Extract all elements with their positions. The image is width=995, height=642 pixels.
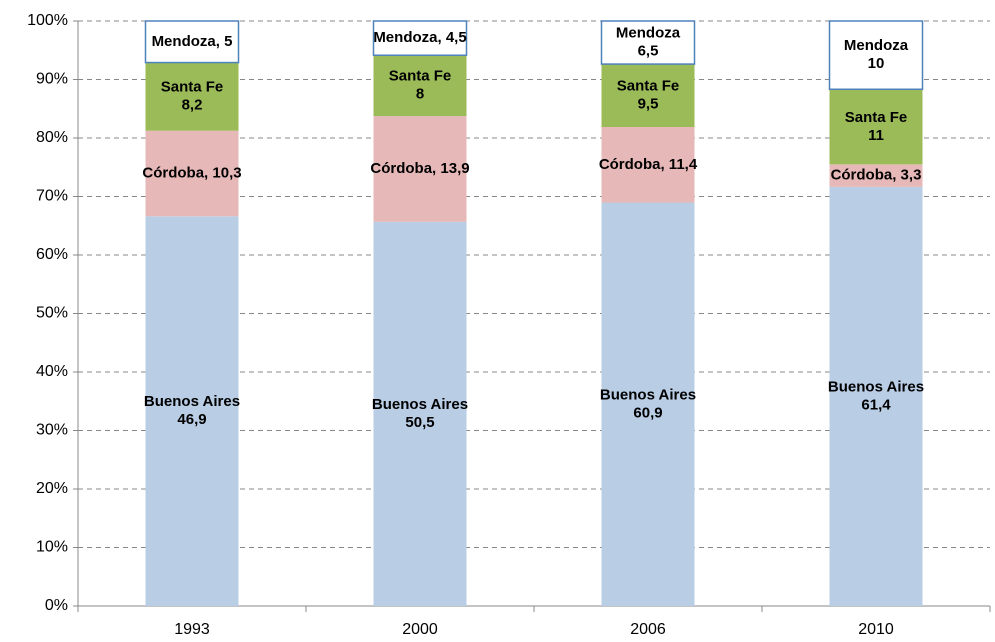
x-tick-label: 2006	[630, 621, 666, 638]
bar-segment	[601, 64, 695, 128]
bar-segment	[144, 20, 240, 64]
bar-segment	[829, 89, 923, 165]
bar-segment	[145, 62, 239, 131]
data-label: Córdoba, 3,3	[831, 167, 922, 184]
data-label: Mendoza 6,5	[616, 25, 681, 60]
bar-segment	[829, 164, 923, 187]
y-tick-label: 20%	[36, 480, 68, 497]
y-tick-label: 60%	[36, 246, 68, 263]
y-tick-label: 40%	[36, 363, 68, 380]
data-label: Buenos Aires 60,9	[600, 386, 696, 421]
bar-segment	[601, 202, 695, 607]
y-tick-label: 70%	[36, 188, 68, 205]
y-tick-label: 50%	[36, 305, 68, 322]
y-tick-label: 80%	[36, 129, 68, 146]
y-tick-label: 10%	[36, 539, 68, 556]
data-label: Buenos Aires 50,5	[372, 396, 468, 431]
x-tick-label: 2000	[402, 621, 438, 638]
y-tick-label: 100%	[27, 12, 68, 29]
data-label: Buenos Aires 46,9	[144, 393, 240, 428]
y-tick-label: 90%	[36, 71, 68, 88]
data-label: Santa Fe 11	[845, 109, 908, 144]
data-label: Mendoza, 4,5	[373, 29, 466, 46]
bar-segment	[373, 221, 467, 606]
bar-segment	[373, 116, 467, 222]
bar-segment	[145, 130, 239, 217]
bar-segment	[372, 20, 468, 56]
x-tick-label: 1993	[174, 621, 210, 638]
bar-segment	[373, 55, 467, 117]
x-tick-label: 2010	[858, 621, 894, 638]
data-label: Santa Fe 9,5	[617, 78, 680, 113]
bar-segment	[600, 20, 696, 65]
data-label: Córdoba, 10,3	[142, 164, 241, 181]
data-label: Córdoba, 11,4	[599, 156, 698, 173]
data-label: Santa Fe 8	[389, 68, 452, 103]
data-label: Buenos Aires 61,4	[828, 378, 924, 413]
data-label: Córdoba, 13,9	[370, 160, 469, 177]
bar-segment	[601, 127, 695, 203]
data-label: Mendoza, 5	[152, 33, 233, 50]
y-tick-label: 30%	[36, 422, 68, 439]
bar-segment	[829, 186, 923, 606]
bar-segment	[828, 20, 924, 91]
data-label: Santa Fe 8,2	[161, 79, 224, 114]
bar-segment	[145, 216, 239, 607]
y-tick-label: 0%	[45, 597, 68, 614]
data-label: Mendoza 10	[844, 37, 909, 72]
